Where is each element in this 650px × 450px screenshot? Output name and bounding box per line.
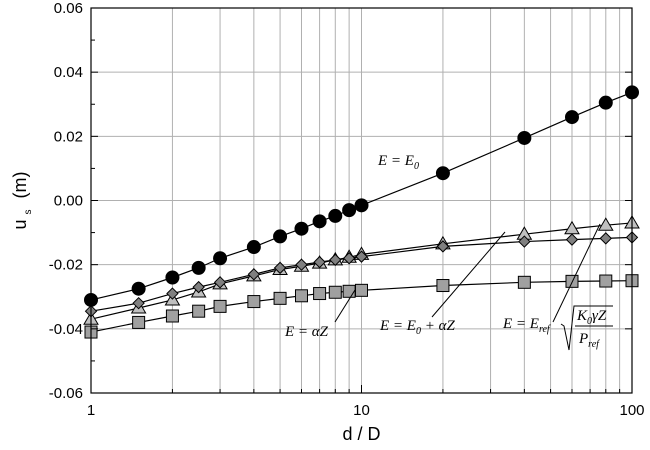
- data-point-square: [355, 283, 368, 297]
- y-tick-label: -0.04: [49, 321, 83, 338]
- y-tick-label: 0.02: [54, 128, 83, 145]
- data-point-diamond: [355, 250, 368, 263]
- svg-text:K0γZ: K0γZ: [576, 308, 607, 327]
- data-point-circle: [294, 221, 309, 236]
- data-point-circle: [564, 110, 579, 125]
- data-point-circle: [354, 198, 369, 213]
- annotation-e-equals-alpha-z: E = αZ: [284, 324, 329, 340]
- data-point-diamond: [313, 255, 326, 269]
- data-point-square: [132, 315, 146, 329]
- data-point-diamond: [342, 252, 356, 265]
- data-point-circle: [517, 130, 532, 145]
- data-point-diamond: [213, 276, 227, 289]
- data-point-circle: [273, 229, 288, 244]
- svg-text:Pref: Pref: [578, 331, 600, 350]
- data-point-square: [436, 279, 450, 293]
- data-point-diamond: [518, 235, 531, 248]
- data-point-diamond: [565, 233, 579, 246]
- data-point-circle: [213, 251, 228, 266]
- data-point-circle: [435, 166, 450, 181]
- x-tick-label: 100: [619, 402, 644, 419]
- x-tick-label: 1: [87, 402, 95, 419]
- svg-text:E = Eref: E = Eref: [502, 316, 551, 335]
- data-point-diamond: [192, 280, 205, 294]
- data-point-circle: [165, 270, 180, 285]
- annotation-e-ref-formula: E = Eref K0γZ Pref: [502, 305, 613, 351]
- data-point-diamond: [132, 296, 145, 310]
- data-point-diamond: [599, 232, 612, 245]
- data-point-square: [213, 299, 227, 313]
- leader-line-alpha-z: [334, 289, 356, 323]
- data-point-circle: [191, 260, 206, 275]
- data-point-square: [273, 291, 287, 305]
- series-layer: [83, 85, 640, 339]
- data-point-circle: [312, 214, 327, 229]
- data-point-diamond: [436, 240, 450, 253]
- data-point-square: [599, 274, 613, 288]
- data-point-square: [247, 295, 261, 309]
- data-point-circle: [598, 95, 613, 110]
- data-point-circle: [328, 208, 343, 223]
- data-point-diamond: [295, 258, 308, 271]
- y-axis-label-symbol: u: [10, 220, 30, 230]
- data-point-square: [165, 309, 179, 323]
- y-tick-label: -0.06: [49, 385, 83, 402]
- y-tick-label: 0.06: [54, 0, 83, 17]
- leader-line-e-ref: [552, 223, 601, 323]
- x-tick-label: 10: [353, 402, 370, 419]
- data-point-square: [294, 289, 308, 303]
- y-tick-label: 0.00: [54, 193, 83, 210]
- series-diamond: [84, 231, 639, 318]
- y-axis-label: u s (m): [10, 171, 35, 229]
- y-tick-label: 0.04: [54, 64, 83, 81]
- data-point-square: [192, 304, 206, 318]
- data-point-circle: [342, 203, 357, 218]
- y-tick-label: -0.02: [49, 257, 83, 274]
- annotation-e-equals-e0: E = E0: [377, 153, 419, 172]
- data-point-diamond: [329, 253, 342, 267]
- data-point-square: [328, 285, 342, 299]
- data-point-triangle: [597, 217, 614, 231]
- y-axis-label-subscript: s: [23, 209, 34, 214]
- data-point-square: [342, 284, 356, 298]
- series-circle: [84, 85, 639, 307]
- series-square: [84, 274, 639, 339]
- x-axis-label: d / D: [342, 424, 380, 444]
- data-point-diamond: [273, 261, 287, 275]
- tick-layer: 1 10 100 0.06 0.04 0.02 0.00 -0.02 -0.04 -0.06: [49, 0, 645, 419]
- y-axis-label-unit: (m): [10, 171, 30, 198]
- annotation-e-equals-e0-plus-alpha-z: E = E0 + αZ: [379, 318, 455, 337]
- grid-layer: [91, 8, 632, 393]
- data-point-square: [313, 287, 327, 301]
- leader-line-e0-plus-alpha-z: [431, 231, 506, 318]
- data-point-square: [517, 275, 531, 289]
- data-point-diamond: [166, 287, 179, 300]
- svg-text:u s (m): u s (m): [10, 171, 35, 229]
- data-point-circle: [131, 281, 146, 296]
- annotations: E = E0 E = αZ E = E0 + αZ E = Eref K0γZ …: [284, 153, 613, 351]
- data-point-diamond: [247, 268, 261, 281]
- data-point-circle: [246, 240, 261, 255]
